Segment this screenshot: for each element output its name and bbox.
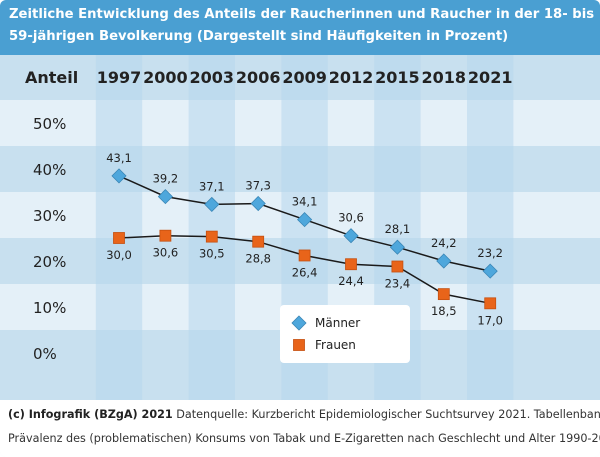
footer-line-1: (c) Infografik (BZgA) 2021 Datenquelle: … [8,408,600,421]
maenner-point [482,263,498,279]
y-tick-label: 10% [33,299,66,317]
x-tick-label: 2012 [329,68,374,87]
x-tick-label: 2000 [143,68,188,87]
line-chart: Anteil 1997 2000 2003 2006 2009 2012 2015 2018 20… [0,55,600,400]
year-column-band [95,55,143,400]
maenner-data-label: 37,1 [199,179,225,193]
y-tick-label: 0% [33,345,57,363]
maenner-point [204,196,220,212]
legend-box [280,305,410,363]
maenner-data-label: 34,1 [292,195,318,209]
year-column-band [188,55,235,400]
legend-frauen-icon [293,339,305,351]
maenner-data-label: 37,3 [245,179,271,193]
frauen-data-label: 30,5 [199,247,225,261]
maenner-point [157,189,173,205]
chart-title-line-1: Zeitliche Entwicklung des Anteils der Ra… [9,7,595,22]
y-tick-label: 40% [33,161,66,179]
frauen-data-label: 30,6 [153,246,179,260]
footer-credit: (c) Infografik (BZgA) 2021 [8,408,173,421]
frauen-data-label: 17,0 [477,313,503,327]
legend-maenner-label: Männer [315,316,360,330]
frauen-point [345,258,357,271]
maenner-data-label: 43,1 [106,151,132,165]
legend-maenner-icon [291,315,307,331]
frauen-point [437,288,450,301]
footer-source-line-2: Prävalenz des (problematischen) Konsums … [8,432,600,445]
frauen-data-label: 30,0 [106,248,132,262]
frauen-point [298,249,311,262]
year-column-band [467,55,514,400]
chart-title-line-2: 59-jährigen Bevolkerung (Dargestellt sin… [9,29,509,44]
maenner-point [343,228,359,244]
x-tick-label: 2018 [422,68,467,87]
y-tick-label: 20% [33,253,66,271]
maenner-data-label: 39,2 [153,172,179,186]
maenner-data-label: 30,6 [338,211,364,225]
maenner-point [436,253,452,269]
frauen-data-label: 23,4 [385,277,411,291]
maenner-data-label: 23,2 [477,246,503,260]
frauen-point [205,230,218,243]
maenner-data-label: 28,1 [385,222,411,236]
x-tick-label: 2009 [282,68,327,87]
frauen-data-label: 28,8 [245,252,271,266]
frauen-data-label: 18,5 [431,304,457,318]
maenner-point [389,239,405,255]
y-tick-label: 30% [33,207,66,225]
frauen-data-label: 24,4 [338,274,364,288]
footer-source-line-1: Datenquelle: Kurzbericht Epidemiologisch… [176,408,600,421]
x-tick-label: 2015 [375,68,420,87]
row-header-label: Anteil [25,68,78,87]
frauen-point [252,235,265,248]
frauen-data-label: 26,4 [292,265,318,279]
maenner-point [250,195,266,212]
frauen-point [159,229,172,242]
y-tick-label: 50% [33,115,66,133]
legend-frauen-label: Frauen [315,338,356,352]
frauen-point [391,260,404,273]
x-tick-label: 2006 [236,68,281,87]
frauen-point [113,232,125,244]
x-tick-label: 1997 [97,68,142,87]
title-bar: Zeitliche Entwicklung des Anteils der Ra… [0,0,600,55]
x-tick-label: 2021 [468,68,513,87]
maenner-data-label: 24,2 [431,236,457,250]
frauen-point [484,297,497,310]
maenner-point [297,212,313,228]
footer: (c) Infografik (BZgA) 2021 Datenquelle: … [0,400,600,457]
maenner-point [111,168,127,184]
x-tick-label: 2003 [190,68,235,87]
